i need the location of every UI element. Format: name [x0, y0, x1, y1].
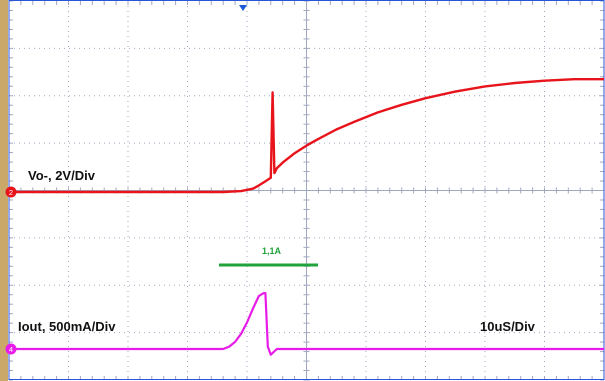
- channel-4-label: Iout, 500mA/Div: [18, 319, 116, 334]
- peak-label: 1,1A: [262, 246, 282, 256]
- svg-text:2: 2: [9, 188, 13, 197]
- svg-text:4: 4: [9, 345, 13, 354]
- channel-2-ground-marker: 2: [5, 186, 17, 198]
- graticule: [8, 0, 605, 381]
- trace-channel-4: [9, 292, 604, 356]
- channel-4-ground-marker: 4: [5, 343, 17, 355]
- trigger-marker: [239, 5, 247, 11]
- timebase-label: 10uS/Div: [480, 319, 536, 334]
- channel-2-label: Vo-, 2V/Div: [28, 168, 96, 183]
- left-bezel: [0, 0, 8, 381]
- trace-channel-2: [9, 77, 604, 194]
